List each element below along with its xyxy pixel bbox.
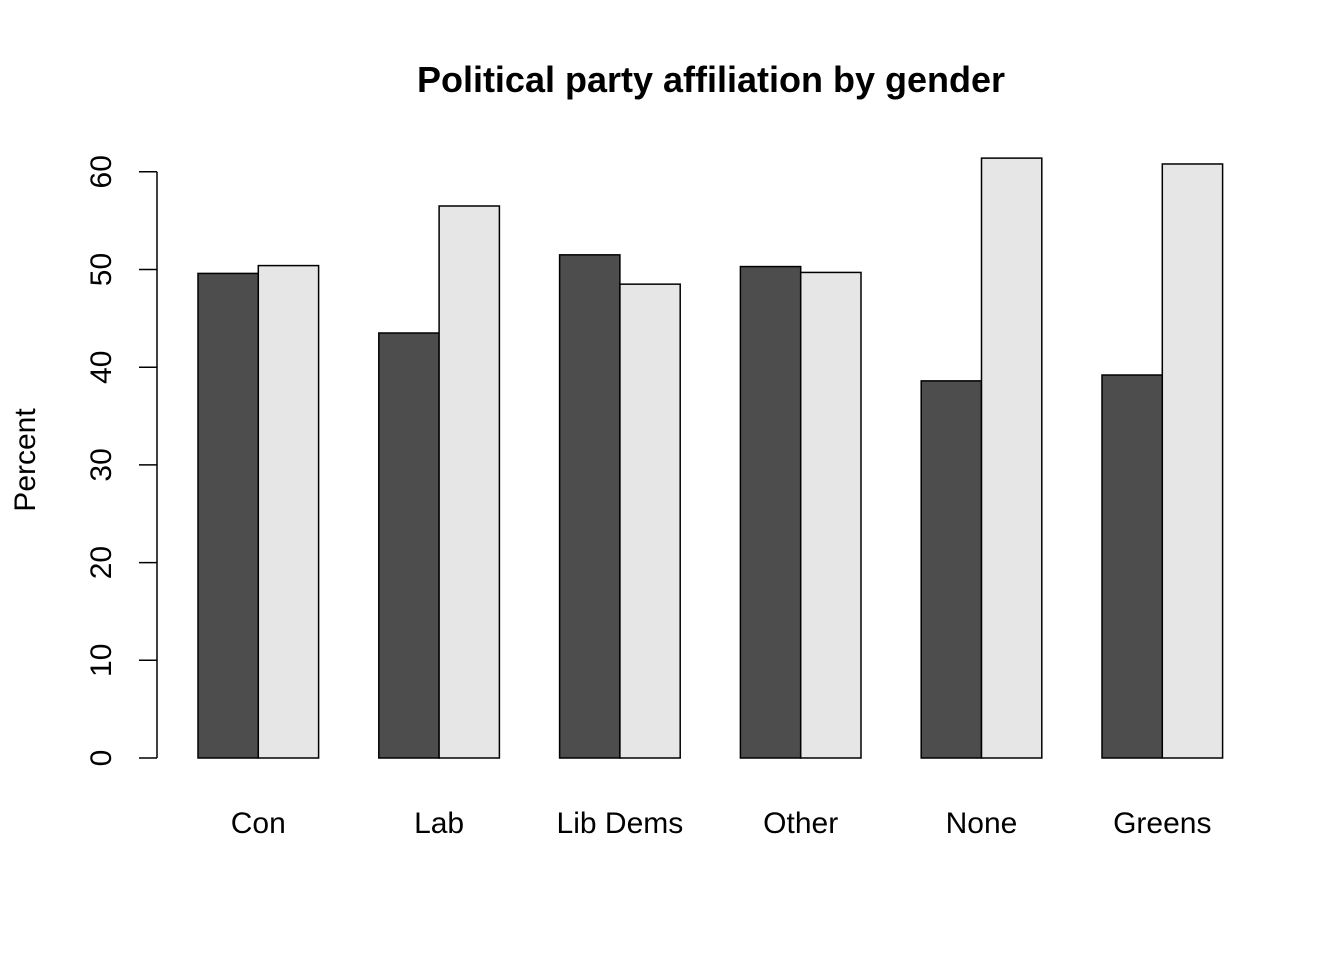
- bar-lab-series-1: [378, 332, 440, 759]
- bar-other-series-2: [799, 271, 862, 759]
- bar-lib-dems-series-2: [619, 283, 681, 759]
- x-category-label: Greens: [1113, 807, 1211, 840]
- x-category-label: Other: [763, 807, 838, 840]
- x-category-label: Lab: [414, 807, 464, 840]
- bar-con-series-2: [257, 264, 320, 759]
- y-tick-label: 50: [85, 253, 118, 286]
- bar-none-series-2: [980, 157, 1043, 759]
- bar-other-series-1: [739, 265, 802, 759]
- y-tick-label: 40: [85, 351, 118, 384]
- bar-greens-series-2: [1161, 163, 1224, 759]
- y-tick-label: 60: [85, 155, 118, 188]
- y-tick-label: 20: [85, 546, 118, 579]
- x-category-label: Con: [231, 807, 286, 840]
- bar-con-series-1: [197, 272, 260, 759]
- bar-lib-dems-series-1: [558, 254, 621, 759]
- y-axis: 0 10 20 30 40 50 60: [85, 155, 158, 767]
- x-category-label: Lib Dems: [557, 807, 684, 840]
- y-tick-label: 10: [85, 644, 118, 677]
- chart-title: Political party affiliation by gender: [417, 59, 1005, 100]
- category-labels: Con Lab Lib Dems Other None Greens: [231, 807, 1212, 840]
- bar-none-series-1: [920, 380, 983, 759]
- bar-lab-series-2: [438, 205, 501, 759]
- y-tick-label: 30: [85, 448, 118, 481]
- x-category-label: None: [946, 807, 1018, 840]
- bars: [197, 157, 1224, 759]
- bar-greens-series-1: [1101, 374, 1164, 759]
- y-tick-label: 0: [85, 750, 118, 767]
- y-axis-label: Percent: [9, 408, 42, 512]
